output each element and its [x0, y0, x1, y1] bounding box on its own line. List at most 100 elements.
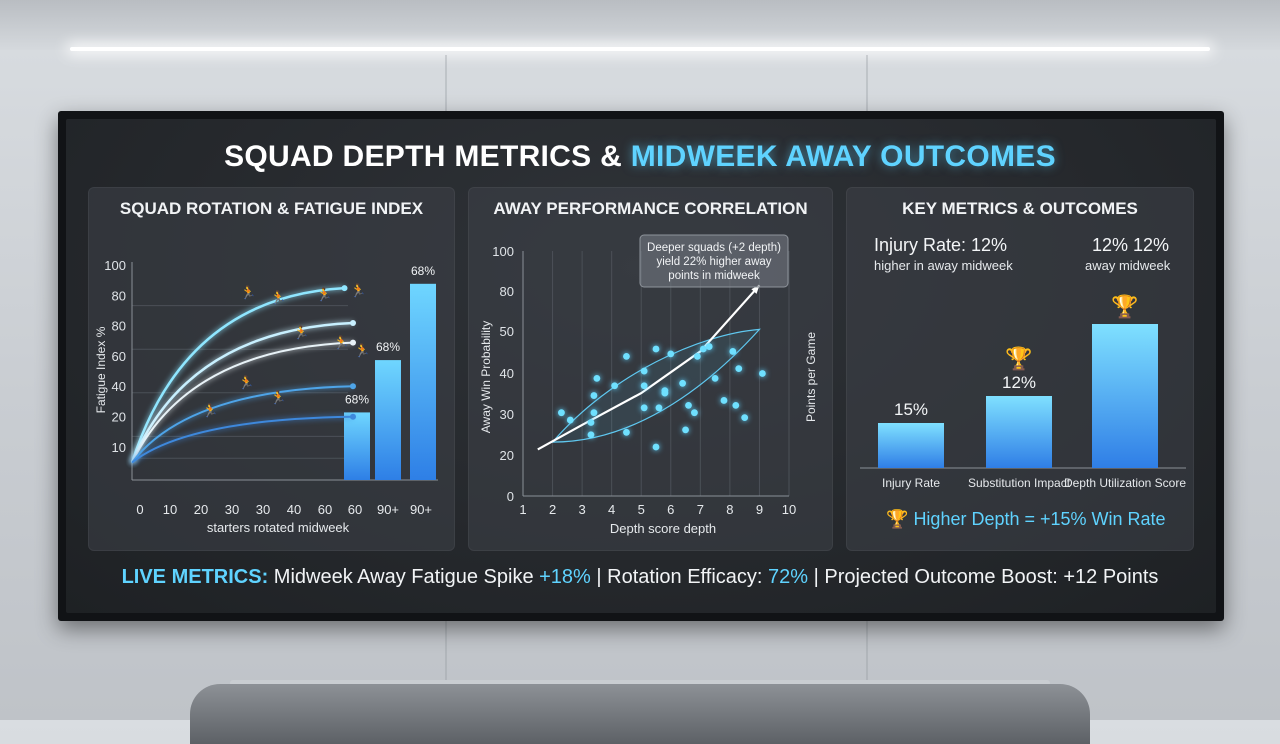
x-tick-label: 8 [726, 502, 733, 517]
x-tick-label: 10 [163, 502, 177, 517]
scatter-point [566, 416, 574, 424]
player-icon: 🏃 [316, 287, 332, 302]
y-tick-label: 80 [500, 284, 514, 299]
x-tick-label: 3 [578, 502, 585, 517]
x-tick-label: 20 [194, 502, 208, 517]
ceiling [0, 0, 1280, 50]
ticker-fatigue-text: Midweek Away Fatigue Spike [273, 566, 534, 588]
scatter-point [590, 409, 598, 417]
scatter-point [640, 367, 648, 375]
metric-bar [1092, 324, 1158, 468]
scatter-point [655, 404, 663, 412]
scatter-point [652, 345, 660, 353]
scatter-point [729, 348, 737, 355]
fatigue-curve [131, 341, 354, 463]
x-tick-label: 7 [697, 502, 704, 517]
scatter-point [593, 375, 601, 382]
ticker-fatigue-value: +18% [539, 566, 591, 588]
annotation-box [639, 234, 789, 288]
panel-title-correlation: AWAY PERFORMANCE CORRELATION [493, 199, 808, 218]
y-tick-label: 80 [112, 319, 126, 334]
scatter-point [691, 409, 698, 417]
y-tick-label: 20 [500, 448, 514, 463]
page-title-part2: MIDWEEK AWAY OUTCOMES [630, 140, 1056, 173]
scatter-point [705, 343, 713, 350]
curve-end-point [350, 383, 356, 390]
scatter-point [623, 352, 630, 360]
metric-bar [878, 423, 944, 468]
scatter-point [558, 409, 565, 417]
fatigue-bar [344, 412, 370, 480]
y-tick-label: 40 [500, 366, 514, 381]
metric-bar-label: 12% [1002, 373, 1036, 392]
fatigue-curve [130, 321, 354, 464]
ticker-separator: | [813, 566, 819, 588]
annotation-text: points in midweek [668, 270, 760, 282]
scatter-point [741, 414, 749, 421]
category-label: Substitution Impact [968, 476, 1071, 490]
scatter-point [623, 428, 630, 436]
x-tick-label: 60 [318, 502, 332, 517]
x-axis-label: starters rotated midweek [207, 520, 350, 535]
y-tick-label: 10 [112, 440, 126, 455]
scatter-point [759, 370, 766, 377]
fatigue-bar-label: 68% [345, 392, 369, 406]
y-tick-label: 50 [500, 324, 514, 339]
scatter-point [682, 426, 689, 434]
scatter-point [679, 379, 686, 387]
x-tick-label: 4 [608, 502, 615, 517]
x-tick-label: 10 [782, 502, 796, 517]
page-title-part1: SQUAD DEPTH METRICS & [224, 140, 623, 173]
curve-end-point [350, 320, 356, 327]
away-rate-headline: 12% 12% [1092, 235, 1170, 255]
player-icon: 🏃 [270, 290, 286, 305]
y-tick-label: 80 [112, 288, 126, 303]
depth-win-rate-text: Higher Depth = +15% Win Rate [913, 509, 1166, 529]
y-tick-label: 40 [112, 379, 126, 394]
y-tick-label: 60 [112, 349, 126, 364]
injury-rate-sub: higher in away midweek [874, 258, 1013, 273]
live-metrics-ticker: LIVE METRICS: Midweek Away Fatigue Spike… [0, 566, 1280, 589]
y-tick-label: 20 [112, 410, 126, 425]
panel-rotation-fatigue: SQUAD ROTATION & FATIGUE INDEX 100 80 80 60… [88, 187, 455, 551]
fatigue-bar-label: 68% [376, 340, 400, 354]
scatter-point [667, 350, 675, 358]
panel-title-rotation: SQUAD ROTATION & FATIGUE INDEX [119, 199, 424, 218]
x-tick-label: 90+ [377, 502, 399, 517]
scatter-point [590, 392, 598, 399]
away-rate-sub: away midweek [1085, 258, 1171, 273]
y-axis-label: Away Win Probability [479, 321, 493, 434]
injury-rate-headline: Injury Rate: 12% [874, 235, 1008, 255]
scatter-point [693, 352, 701, 360]
player-icon: 🏃 [354, 343, 370, 358]
curve-end-point [350, 339, 356, 346]
scatter-point [711, 375, 719, 382]
x-axis-label: Depth score depth [610, 521, 716, 536]
depth-win-rate-callout: 🏆 Higher Depth = +15% Win Rate [886, 509, 1166, 530]
trophy-icon: 🏆 [1111, 294, 1138, 319]
x-tick-label: 6 [667, 502, 674, 517]
scatter-point [611, 382, 619, 390]
ceiling-light [70, 47, 1210, 51]
player-icon: 🏃 [238, 375, 254, 390]
fatigue-bar-label: 68% [411, 264, 435, 278]
player-icon: 🏃 [240, 285, 256, 300]
trophy-icon: 🏆 [1005, 346, 1032, 371]
fatigue-bar [375, 360, 401, 480]
scatter-point [661, 389, 669, 397]
trend-line [537, 284, 761, 451]
scatter-point [587, 431, 595, 439]
stage-edge [230, 680, 1050, 686]
trophy-icon: 🏆 [886, 509, 909, 529]
page-title: SQUAD DEPTH METRICS & MIDWEEK AWAY OUTCO… [0, 140, 1280, 174]
curve-end-point [350, 413, 356, 420]
category-label: Injury Rate [882, 476, 940, 490]
y-axis-label: Fatigue Index % [94, 326, 108, 413]
x-tick-label: 60 [348, 502, 362, 517]
ticker-rotation-text: Rotation Efficacy: [607, 566, 763, 588]
annotation-text: Deeper squads (+2 depth) [647, 242, 781, 254]
scatter-point [735, 365, 743, 372]
key-metrics-chart: 15% Injury Rate 12% 🏆 Substitution Impact 🏆 De… [860, 294, 1186, 490]
scatter-point [587, 419, 595, 426]
x-tick-label: 5 [638, 502, 645, 517]
